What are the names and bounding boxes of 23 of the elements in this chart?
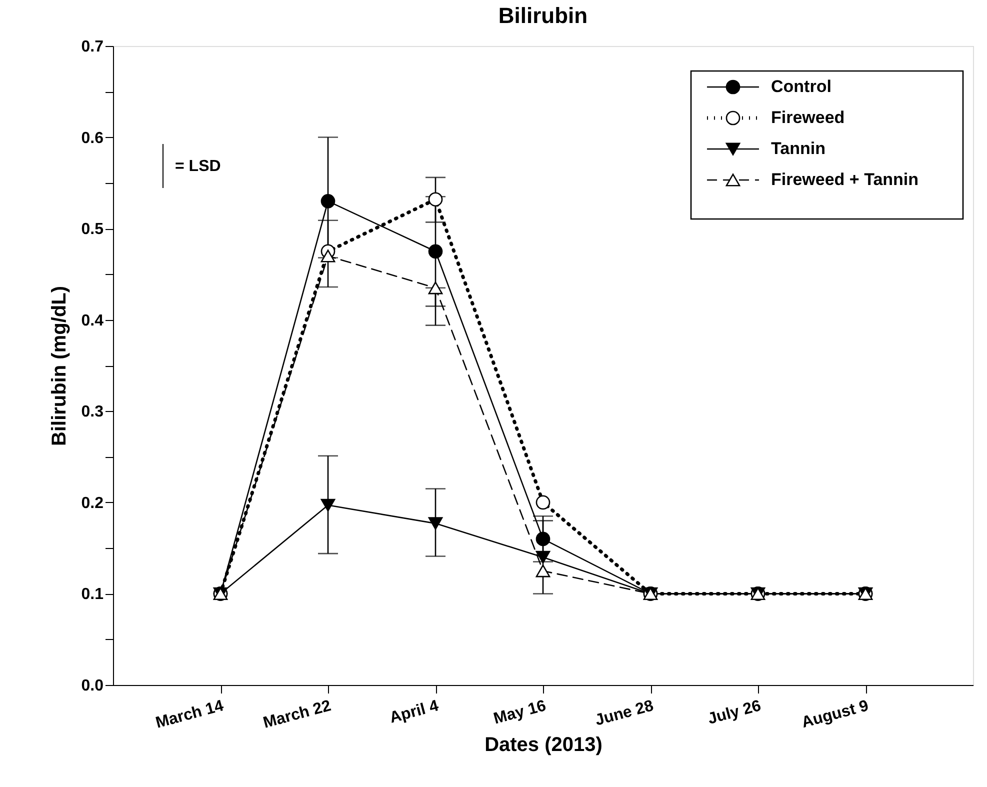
x-tick-label: July 26 bbox=[706, 697, 763, 728]
x-tick-label: June 28 bbox=[593, 697, 656, 730]
y-tick-label: 0.5 bbox=[81, 221, 104, 238]
legend-label: Fireweed bbox=[771, 108, 845, 127]
y-tick-label: 0.0 bbox=[81, 678, 104, 694]
x-tick-label: April 4 bbox=[388, 697, 440, 727]
y-axis-title: Bilirubin (mg/dL) bbox=[48, 286, 70, 446]
x-tick-label: May 16 bbox=[492, 697, 548, 728]
x-tick-label: March 22 bbox=[261, 697, 333, 732]
x-tick-label: March 14 bbox=[154, 697, 226, 732]
y-tick-label: 0.4 bbox=[81, 312, 104, 330]
legend-label: Control bbox=[771, 77, 832, 96]
legend-label: Fireweed + Tannin bbox=[771, 170, 919, 189]
annotation: = LSD bbox=[175, 158, 221, 175]
chart-title: Bilirubin bbox=[498, 3, 588, 28]
y-tick-label: 0.3 bbox=[81, 404, 104, 421]
x-tick-label: August 9 bbox=[800, 697, 870, 732]
y-tick-label: 0.7 bbox=[81, 38, 104, 56]
legend-label: Tannin bbox=[771, 139, 826, 158]
y-tick-label: 0.1 bbox=[81, 586, 104, 604]
x-axis-title: Dates (2013) bbox=[484, 734, 602, 756]
y-tick-label: 0.6 bbox=[81, 130, 104, 147]
y-tick-label: 0.2 bbox=[81, 494, 104, 512]
